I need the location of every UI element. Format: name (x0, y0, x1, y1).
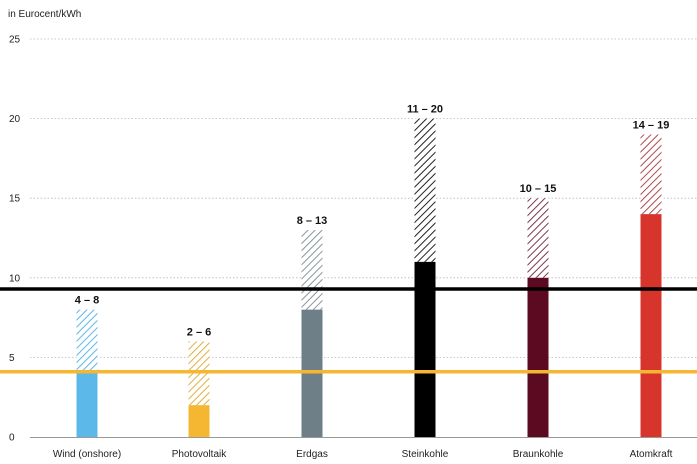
category-label-4: Braunkohle (513, 449, 564, 460)
y-tick-label-5: 5 (9, 353, 15, 364)
range-label-5: 14 – 19 (633, 120, 670, 132)
range-label-3: 11 – 20 (407, 104, 443, 116)
y-axis-unit-label: in Eurocent/kWh (8, 9, 81, 20)
range-label-0: 4 – 8 (75, 295, 99, 307)
y-tick-label-25: 25 (9, 35, 21, 46)
bar-min-5 (640, 214, 662, 437)
y-axis-ticks: 0 5 10 15 20 25 (9, 35, 21, 444)
category-label-5: Atomkraft (630, 449, 673, 460)
range-label-2: 8 – 13 (297, 215, 328, 227)
bar-min-4 (527, 277, 549, 437)
y-tick-label-20: 20 (9, 114, 21, 125)
bar-range-5 (640, 134, 662, 215)
y-tick-label-15: 15 (9, 194, 21, 205)
labels: 4 – 8 Wind (onshore) 2 – 6 Photovoltaik 8 – … (53, 104, 673, 460)
bar-range-4 (527, 198, 549, 278)
category-label-2: Erdgas (296, 449, 328, 460)
bar-min-1 (188, 405, 210, 437)
y-tick-label-0: 0 (9, 433, 15, 444)
category-label-0: Wind (onshore) (53, 449, 121, 460)
range-label-1: 2 – 6 (187, 326, 211, 338)
category-label-1: Photovoltaik (172, 449, 227, 460)
category-label-3: Steinkohle (402, 449, 449, 460)
bar-range-2 (301, 230, 323, 310)
bar-range-0 (76, 309, 98, 374)
y-tick-label-10: 10 (9, 273, 21, 284)
reference-lines (0, 287, 697, 374)
range-label-4: 10 – 15 (520, 183, 557, 195)
bar-min-3 (414, 261, 436, 437)
gridlines (30, 38, 697, 358)
bar-min-0 (76, 373, 98, 437)
bar-range-3 (414, 118, 436, 262)
